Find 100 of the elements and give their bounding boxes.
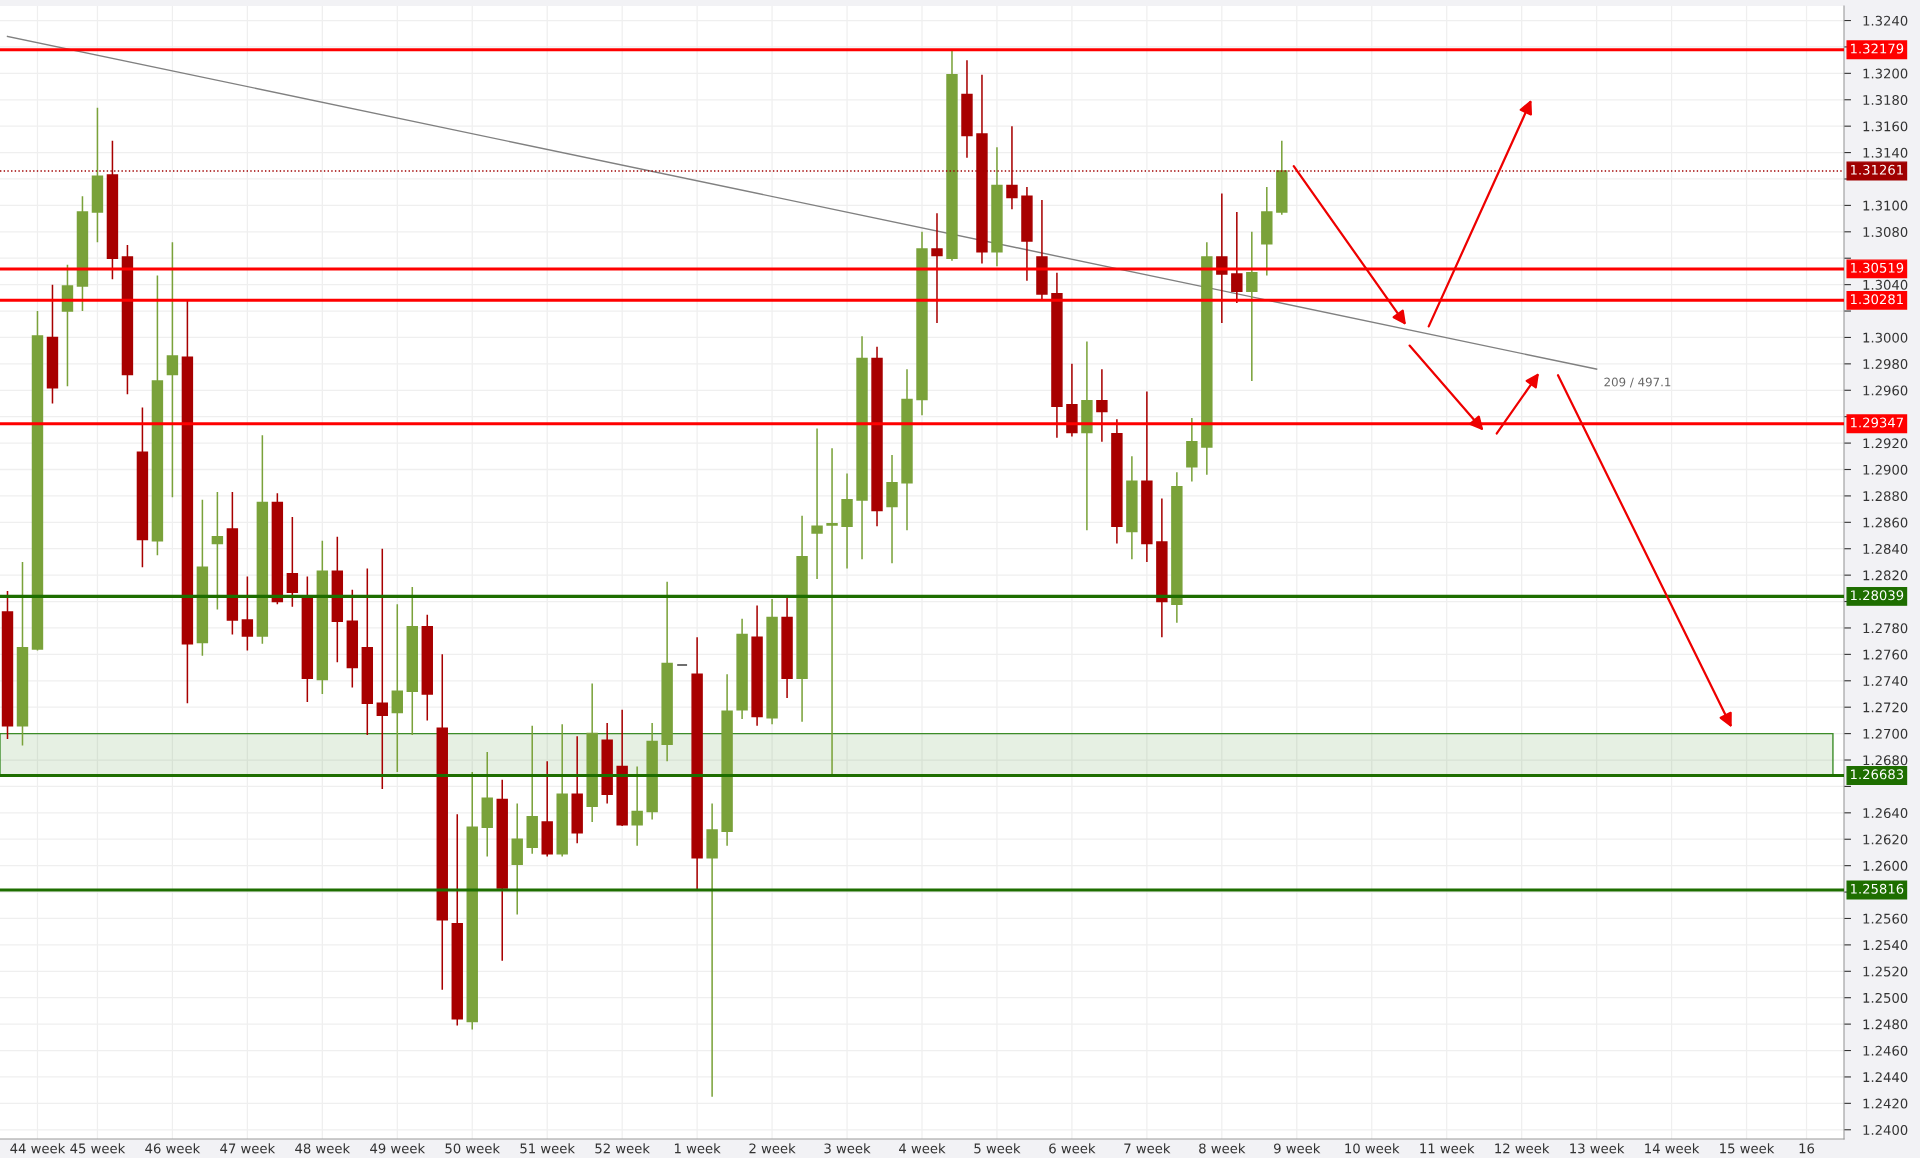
y-tick-label: 1.3100 — [1863, 200, 1908, 211]
candlestick — [781, 596, 793, 699]
candlestick — [346, 588, 359, 689]
y-tick-label: 1.2440 — [1863, 1072, 1908, 1083]
candlestick — [856, 335, 868, 561]
ref-line-label: 1.30519 — [1851, 262, 1904, 273]
x-tick-label: 12 week — [1495, 1143, 1550, 1154]
x-tick-label: 51 week — [520, 1143, 575, 1154]
candlestick — [586, 682, 598, 823]
candlestick — [871, 345, 883, 528]
candlestick — [916, 231, 928, 417]
y-tick-label: 1.2760 — [1863, 649, 1908, 660]
candlestick — [151, 274, 164, 557]
candlestick — [361, 567, 374, 736]
x-tick-label: 2 week — [749, 1143, 796, 1154]
x-tick-label: 3 week — [824, 1143, 871, 1154]
x-tick-label: 7 week — [1124, 1143, 1171, 1154]
y-tick-label: 1.3180 — [1863, 94, 1908, 105]
y-tick-label: 1.2720 — [1863, 702, 1908, 713]
x-tick-label: 50 week — [445, 1143, 501, 1154]
y-tick-label: 1.2520 — [1863, 966, 1908, 977]
y-tick-label: 1.2740 — [1863, 676, 1908, 686]
candlestick — [1171, 471, 1183, 624]
candlestick — [1201, 241, 1213, 476]
candlestick — [406, 586, 418, 736]
y-tick-label: 1.3000 — [1863, 332, 1908, 343]
candlestick — [286, 516, 299, 608]
y-tick-label: 1.2820 — [1863, 570, 1908, 581]
candlestick — [1036, 199, 1048, 300]
y-tick-label: 1.2460 — [1863, 1045, 1908, 1056]
candlestick — [991, 146, 1003, 267]
y-tick-label: 1.3240 — [1863, 15, 1908, 26]
candlestick — [826, 447, 838, 776]
candlestick — [436, 653, 448, 991]
candlestick — [1276, 139, 1288, 216]
candlestick — [496, 779, 508, 962]
candlestick — [16, 561, 29, 747]
y-tick-label: 1.2980 — [1863, 359, 1908, 370]
x-tick-label: 46 week — [145, 1143, 201, 1154]
candlestick — [1051, 271, 1063, 439]
ref-line-label: 1.30281 — [1851, 294, 1903, 305]
candlestick — [91, 106, 104, 244]
x-tick-label: 13 week — [1570, 1143, 1625, 1154]
candlestick — [1066, 363, 1078, 438]
candlestick — [451, 813, 463, 1027]
y-tick-label: 1.3080 — [1863, 227, 1908, 238]
candlestick — [166, 241, 179, 498]
candlestick — [1, 590, 14, 740]
candlestick — [1261, 186, 1273, 277]
x-tick-label: 44 week — [10, 1143, 66, 1154]
y-tick-label: 1.2960 — [1863, 385, 1908, 396]
candlestick — [196, 499, 209, 657]
y-tick-label: 1.2680 — [1863, 755, 1908, 766]
candlestick — [616, 709, 628, 827]
x-tick-label: 49 week — [370, 1143, 426, 1154]
candlestick — [466, 771, 478, 1031]
y-tick-label: 1.2920 — [1863, 438, 1908, 449]
candlestick — [541, 760, 553, 858]
candlestick — [931, 212, 943, 324]
candlestick — [796, 514, 808, 723]
candlestick — [946, 50, 958, 262]
x-tick-label: 48 week — [295, 1143, 351, 1154]
ref-line-label: 1.32179 — [1851, 43, 1904, 54]
x-tick-label: 10 week — [1345, 1143, 1400, 1154]
y-tick-label: 1.3040 — [1863, 279, 1908, 290]
x-tick-label: 1 week — [674, 1143, 721, 1154]
ref-line-label: 1.28039 — [1851, 590, 1904, 601]
candlestick — [1186, 417, 1198, 483]
candlestick — [1246, 231, 1258, 382]
candlestick — [901, 368, 913, 532]
ref-line-label: 1.25816 — [1851, 883, 1904, 894]
y-tick-label: 1.3160 — [1863, 121, 1908, 132]
candlestick — [886, 454, 898, 565]
candlestick — [226, 491, 239, 636]
candlestick — [751, 604, 763, 727]
x-tick-label: 11 week — [1420, 1143, 1475, 1154]
candlestick — [241, 575, 254, 652]
candlestick — [646, 722, 658, 821]
candlestick — [481, 751, 493, 858]
x-tick-label: 5 week — [974, 1143, 1021, 1154]
candlestick — [526, 724, 538, 855]
candlestick — [46, 283, 59, 405]
candlestick — [316, 540, 329, 695]
candlestick — [1081, 340, 1093, 532]
x-tick-label: 4 week — [899, 1143, 946, 1154]
candlestick — [661, 580, 673, 763]
y-tick-label: 1.3140 — [1863, 147, 1908, 158]
x-tick-label: 16 — [1799, 1143, 1815, 1154]
candlestick — [571, 735, 583, 844]
candlestick — [376, 547, 389, 790]
ref-line-label: 1.29347 — [1851, 417, 1903, 428]
ref-line-label: 1.26683 — [1851, 769, 1904, 780]
candlestick — [271, 492, 284, 605]
y-tick-label: 1.2500 — [1863, 992, 1908, 1003]
candlestick — [1096, 368, 1108, 443]
y-tick-label: 1.2540 — [1863, 940, 1908, 951]
y-tick-label: 1.2480 — [1863, 1019, 1908, 1030]
candlestick — [706, 802, 718, 1098]
x-tick-label: 45 week — [70, 1143, 126, 1154]
candlestick — [841, 472, 853, 570]
